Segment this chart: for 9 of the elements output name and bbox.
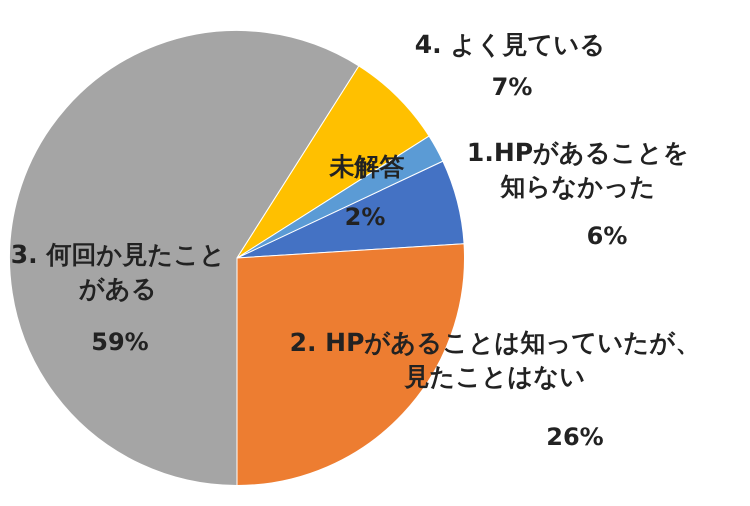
slice-label: 3. 何回か見たことがある (10, 239, 226, 305)
data-label: 7% (490, 73, 534, 101)
data-label: 2% (344, 203, 386, 231)
slice-label: 4. よく見ている (414, 29, 606, 61)
slice-label: 1.HPがあることを知らなかった (466, 137, 690, 203)
data-label: 59% (90, 328, 150, 356)
slice-label: 未解答 (328, 151, 406, 183)
data-label: 26% (545, 423, 605, 451)
data-label: 6% (586, 222, 628, 250)
